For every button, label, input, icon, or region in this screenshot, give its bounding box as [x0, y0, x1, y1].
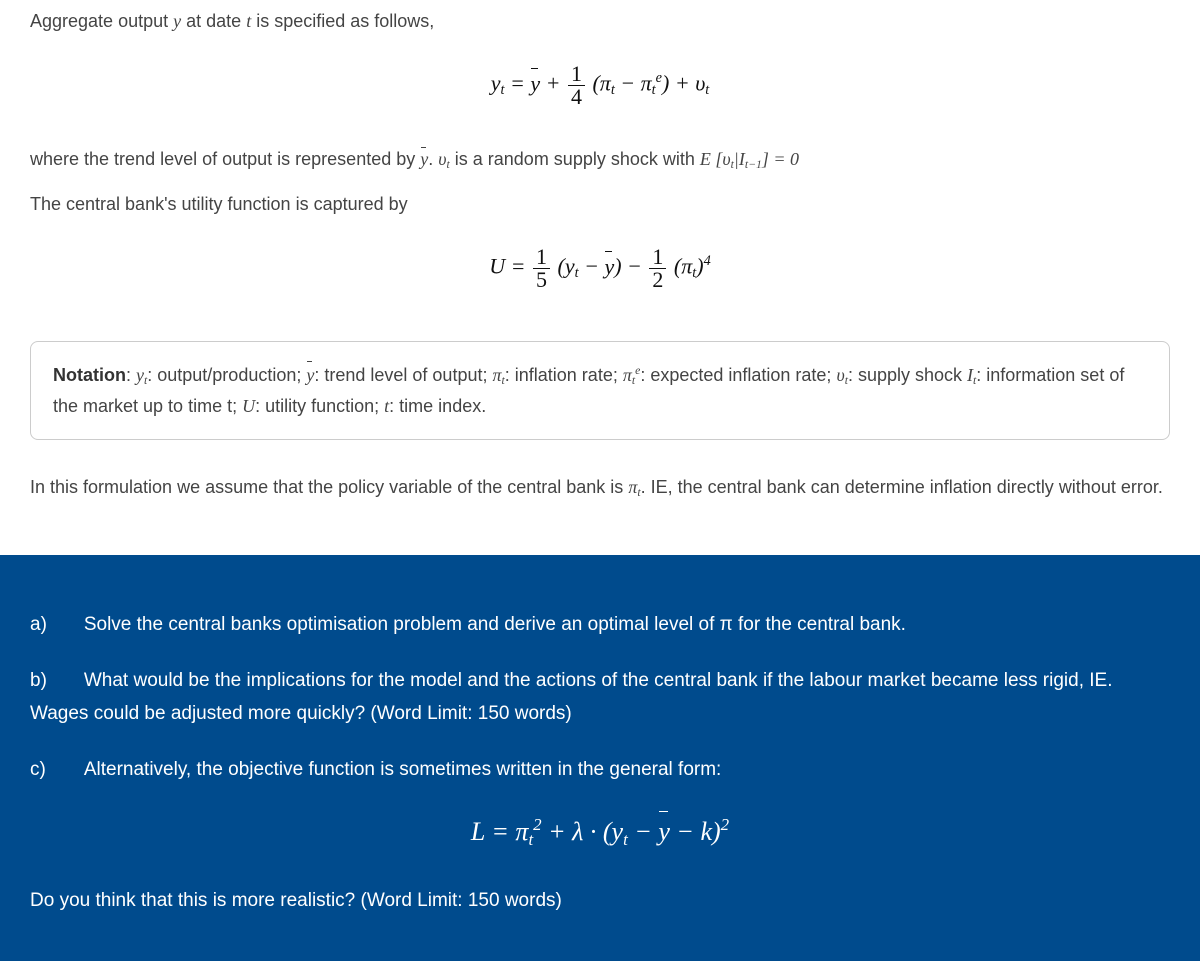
question-b: b) What would be the implications for th…: [30, 665, 1170, 730]
qa-label: a): [30, 609, 68, 641]
notation-label: Notation: [53, 365, 126, 385]
qc-text: Alternatively, the objective function is…: [84, 759, 722, 780]
intro-text: Aggregate output y at date t is specifie…: [30, 8, 1170, 35]
qc-footer: Do you think that this is more realistic…: [30, 885, 1170, 917]
qc-label: c): [30, 754, 68, 786]
questions-panel: a) Solve the central banks optimisation …: [0, 555, 1200, 961]
formulation-text: In this formulation we assume that the p…: [30, 474, 1170, 501]
question-a: a) Solve the central banks optimisation …: [30, 609, 1170, 641]
equation-output: yt = y + 14 (πt − πte) + υt: [30, 63, 1170, 108]
question-c: c) Alternatively, the objective function…: [30, 754, 1170, 786]
qa-text: Solve the central banks optimisation pro…: [84, 614, 906, 635]
equation-utility: U = 15 (yt − y) − 12 (πt)4: [30, 246, 1170, 291]
where-text: where the trend level of output is repre…: [30, 146, 1170, 173]
qb-text: What would be the implications for the m…: [30, 670, 1113, 723]
qb-label: b): [30, 665, 68, 697]
notation-box: Notation: yt: output/production; y: tren…: [30, 341, 1170, 440]
equation-loss: L = πt2 + λ · (yt − y − k)2: [30, 810, 1170, 854]
utility-text: The central bank's utility function is c…: [30, 191, 1170, 218]
